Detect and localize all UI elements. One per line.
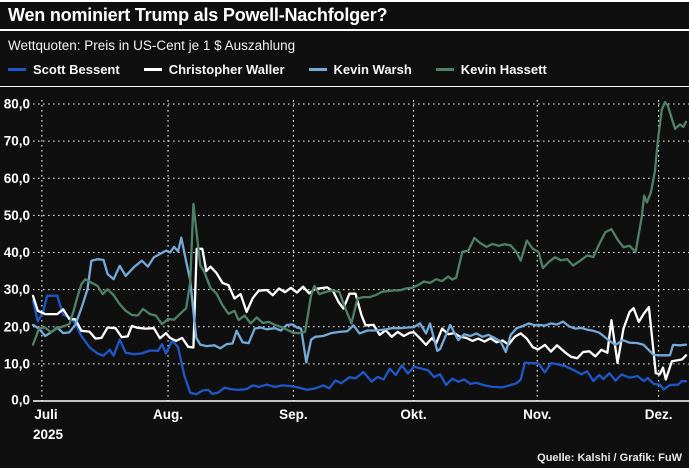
series-line-christopher-waller xyxy=(31,247,688,381)
series-line-kevin-hassett xyxy=(31,100,688,346)
y-tick-label: 80,0 xyxy=(4,97,30,112)
series-line-scott-bessent xyxy=(31,294,688,396)
legend-item-bessent: Scott Bessent xyxy=(8,62,120,77)
legend-item-warsh: Kevin Warsh xyxy=(308,62,412,77)
legend-item-hassett: Kevin Hassett xyxy=(435,62,547,77)
hassett-line-swatch xyxy=(435,68,454,71)
legend-label-hassett: Kevin Hassett xyxy=(460,62,547,77)
y-tick-label: 0,0 xyxy=(11,393,30,408)
x-tick-label: Aug. xyxy=(153,407,183,422)
y-tick-label: 30,0 xyxy=(4,282,30,297)
legend: Scott Bessent Christopher Waller Kevin W… xyxy=(0,58,689,86)
source-credit: Quelle: Kalshi / Grafik: FuW xyxy=(537,452,682,464)
y-tick-label: 40,0 xyxy=(4,245,30,260)
x-tick-label: Okt. xyxy=(400,407,426,422)
y-tick-label: 50,0 xyxy=(4,208,30,223)
x-tick-label: Dez. xyxy=(645,407,673,422)
waller-line-swatch xyxy=(143,68,162,71)
y-tick-label: 60,0 xyxy=(4,171,30,186)
line-chart: 80,0 70,0 60,0 50,0 40,0 30,0 20,0 10,0 0,0 Juli 2… xyxy=(4,97,689,442)
series-line-kevin-warsh xyxy=(31,236,688,364)
y-tick-label: 70,0 xyxy=(4,134,30,149)
x-tick-label: Sep. xyxy=(279,407,308,422)
legend-item-waller: Christopher Waller xyxy=(143,62,285,77)
chart-subtitle: Wettquoten: Preis in US-Cent je 1 $ Ausz… xyxy=(8,38,296,53)
page-title: Wen nominiert Trump als Powell-Nachfolge… xyxy=(8,5,388,25)
legend-label-warsh: Kevin Warsh xyxy=(333,62,412,77)
legend-label-bessent: Scott Bessent xyxy=(33,62,120,77)
x-tick-label: Nov. xyxy=(523,407,551,422)
y-tick-label: 10,0 xyxy=(4,356,30,371)
legend-divider xyxy=(0,86,689,87)
title-divider xyxy=(0,29,689,31)
y-tick-label: 20,0 xyxy=(4,319,30,334)
warsh-line-swatch xyxy=(308,68,327,71)
bessent-line-swatch xyxy=(8,68,26,71)
x-tick-label: Juli xyxy=(34,407,57,422)
legend-label-waller: Christopher Waller xyxy=(168,62,285,77)
x-tick-sublabel: 2025 xyxy=(33,427,64,442)
